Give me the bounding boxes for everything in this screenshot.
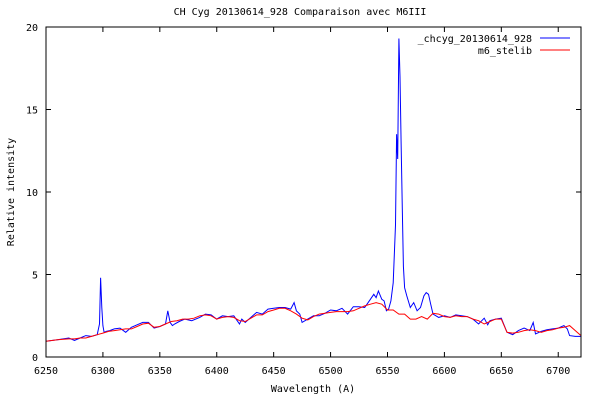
x-tick-label: 6400	[205, 366, 229, 377]
y-tick-label: 10	[26, 188, 38, 199]
chart-title: CH Cyg 20130614_928 Comparaison avec M6I…	[174, 7, 427, 18]
plot-series	[45, 38, 582, 342]
x-tick-label: 6500	[319, 366, 343, 377]
legend-label-m6-stelib: m6_stelib	[478, 46, 532, 57]
x-tick-label: 6300	[91, 366, 115, 377]
x-tick-label: 6600	[432, 366, 456, 377]
x-tick-label: 6650	[489, 366, 513, 377]
y-tick-label: 0	[32, 353, 38, 364]
series-line-m6-stelib	[45, 302, 582, 342]
x-tick-label: 6450	[262, 366, 286, 377]
y-axis-ticks: 0 5 10 15 20	[26, 23, 581, 364]
plot-frame	[45, 26, 582, 358]
x-axis-label: Wavelength (A)	[271, 384, 355, 395]
y-tick-label: 20	[26, 23, 38, 34]
legend-label-chcyg: _chcyg_20130614_928	[418, 34, 532, 45]
x-tick-label: 6550	[375, 366, 399, 377]
x-tick-label: 6350	[148, 366, 172, 377]
legend: _chcyg_20130614_928 m6_stelib	[418, 34, 570, 57]
y-tick-label: 5	[32, 271, 38, 282]
y-axis-label: Relative intensity	[6, 138, 17, 246]
x-tick-label: 6250	[34, 366, 58, 377]
x-axis-ticks: 6250 6300 6350 6400 6450 6500 6550 6600 6650 6700	[34, 27, 570, 377]
series-line-chcyg	[45, 38, 581, 342]
x-tick-label: 6700	[546, 366, 570, 377]
y-tick-label: 15	[26, 106, 38, 117]
